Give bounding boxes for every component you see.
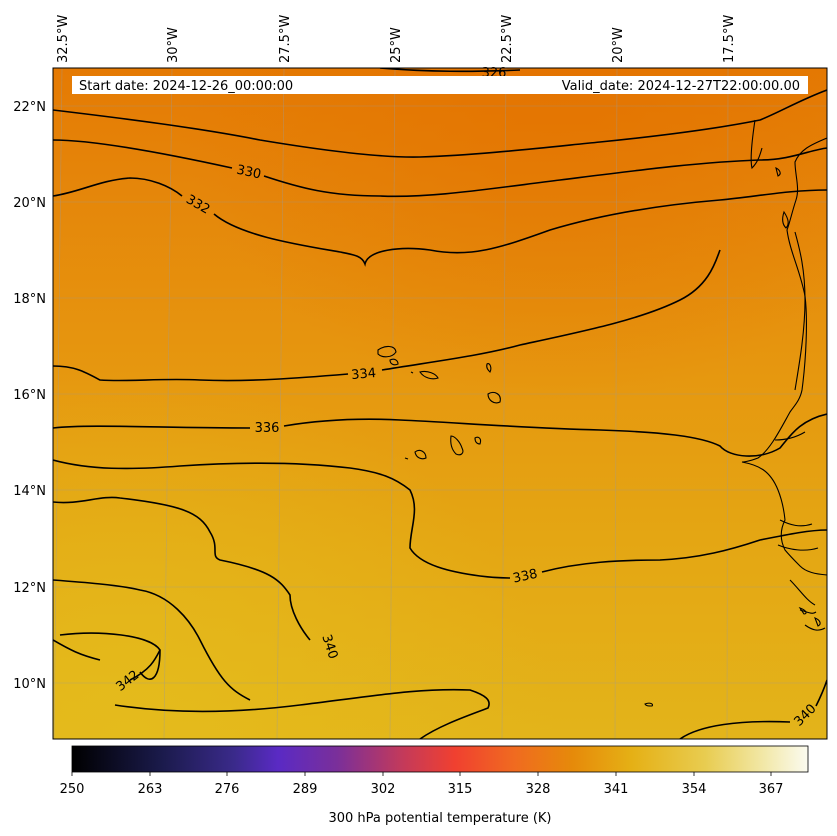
island-canary-1 (782, 210, 789, 229)
africa-coast (741, 137, 827, 576)
contour-340-b (53, 639, 490, 739)
cb-tick-302: 302 (371, 782, 396, 797)
cb-tick-354: 354 (682, 782, 707, 797)
lon-label-20w: 20°W (611, 27, 626, 63)
cb-tick-250: 250 (60, 782, 85, 797)
contour-label-334: 334 (351, 366, 377, 383)
island-cv-boavista (487, 391, 501, 404)
island-cv-sal (486, 363, 492, 373)
gridlines (53, 68, 827, 739)
lat-label-18n: 18°N (13, 292, 46, 307)
gambia-region (777, 519, 819, 551)
lat-label-20n: 20°N (13, 196, 46, 211)
contour-328 (53, 89, 827, 158)
coastlines (377, 119, 827, 707)
island-cv-brava (404, 457, 409, 460)
latitude-labels: 22°N 20°N 18°N 16°N 14°N 12°N 10°N (13, 100, 46, 692)
cb-tick-367: 367 (759, 782, 784, 797)
contour-334 (53, 249, 721, 382)
cb-tick-341: 341 (604, 782, 629, 797)
island-bijagos-1 (798, 606, 807, 615)
lat-label-10n: 10°N (13, 677, 46, 692)
info-bar: Start date: 2024-12-26_00:00:00 Valid_da… (72, 76, 808, 94)
contour-label-336: 336 (255, 421, 280, 436)
contour-330 (53, 139, 827, 198)
island-small-sw (644, 702, 654, 707)
cb-tick-276: 276 (215, 782, 240, 797)
inland-border (794, 231, 806, 391)
africa-coast-north (750, 119, 763, 170)
lat-label-22n: 22°N (13, 100, 46, 115)
island-bijagos-2 (814, 617, 821, 627)
contour-338-b (53, 496, 311, 641)
colorbar-gradient (71, 745, 809, 773)
colorbar-ticks (71, 772, 772, 776)
longitude-labels: 32.5°W 30°W 27.5°W 25°W 22.5°W 20°W 17.5… (56, 15, 737, 63)
cb-tick-328: 328 (526, 782, 551, 797)
lon-label-27-5w: 27.5°W (278, 15, 293, 63)
lon-label-32-5w: 32.5°W (56, 15, 71, 63)
isentrope-contours (53, 68, 827, 739)
cb-tick-289: 289 (293, 782, 318, 797)
colorbar-label: 300 hPa potential temperature (K) (328, 811, 551, 826)
contour-label-330: 330 (235, 163, 262, 183)
island-cv-saovicente (389, 358, 399, 366)
lon-label-25w: 25°W (389, 27, 404, 63)
senegal-river (774, 431, 806, 441)
start-date-label: Start date: 2024-12-26_00:00:00 (79, 79, 293, 94)
island-cv-maio (474, 436, 482, 445)
lon-label-22-5w: 22.5°W (500, 15, 515, 63)
lon-label-30w: 30°W (166, 27, 181, 63)
contour-label-338: 338 (512, 567, 539, 587)
lat-label-12n: 12°N (13, 581, 46, 596)
cb-tick-315: 315 (448, 782, 473, 797)
cb-tick-263: 263 (138, 782, 163, 797)
colorbar: 250 263 276 289 302 315 328 341 354 367 … (60, 745, 809, 826)
lat-label-16n: 16°N (13, 388, 46, 403)
island-cv-santoantao (377, 345, 397, 358)
island-cv-saonicolau (419, 370, 439, 380)
contour-label-340-west: 340 (318, 633, 340, 661)
valid-date-label: Valid_date: 2024-12-27T22:00:00.00 (562, 79, 800, 94)
contour-326 (379, 68, 521, 73)
temperature-field (53, 68, 827, 739)
lon-label-17-5w: 17.5°W (722, 15, 737, 63)
contour-340-a (53, 579, 251, 701)
island-canary-2 (775, 166, 781, 177)
contour-340-c (679, 679, 827, 739)
contour-342 (59, 632, 161, 680)
lat-label-14n: 14°N (13, 484, 46, 499)
contour-338-a (53, 459, 827, 579)
contour-336 (53, 413, 827, 457)
island-cv-santaluzia (410, 371, 414, 374)
island-cv-santiago (450, 435, 464, 456)
island-cv-fogo (414, 449, 427, 460)
contour-332 (53, 177, 827, 267)
map-frame (52, 67, 828, 740)
colorbar-tick-labels: 250 263 276 289 302 315 328 341 354 367 (60, 782, 784, 797)
